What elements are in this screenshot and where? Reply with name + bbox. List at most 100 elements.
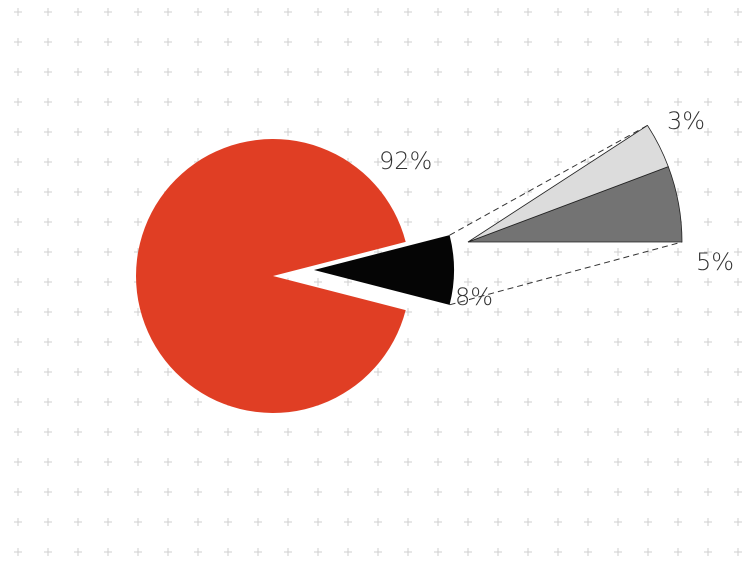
grid-plus	[134, 368, 142, 376]
grid-plus	[434, 308, 442, 316]
grid-plus	[44, 398, 52, 406]
grid-plus	[614, 488, 622, 496]
grid-plus	[584, 398, 592, 406]
grid-plus	[344, 278, 352, 286]
grid-plus	[104, 338, 112, 346]
grid-plus	[164, 128, 172, 136]
grid-plus	[44, 338, 52, 346]
grid-plus	[494, 248, 502, 256]
grid-plus	[284, 428, 292, 436]
grid-plus	[284, 488, 292, 496]
grid-plus	[614, 428, 622, 436]
grid-plus	[374, 128, 382, 136]
grid-plus	[314, 548, 322, 556]
grid-plus	[434, 488, 442, 496]
grid-plus	[494, 98, 502, 106]
grid-plus	[134, 128, 142, 136]
grid-plus	[554, 308, 562, 316]
grid-plus	[674, 338, 682, 346]
grid-plus	[134, 68, 142, 76]
grid-plus	[104, 278, 112, 286]
grid-plus	[584, 488, 592, 496]
grid-plus	[314, 68, 322, 76]
grid-plus	[644, 428, 652, 436]
grid-plus	[344, 548, 352, 556]
grid-plus	[734, 218, 742, 226]
grid-plus	[14, 368, 22, 376]
grid-plus	[464, 518, 472, 526]
grid-plus	[224, 488, 232, 496]
grid-plus	[404, 158, 412, 166]
grid-plus	[164, 68, 172, 76]
grid-plus	[674, 68, 682, 76]
grid-plus	[164, 428, 172, 436]
grid-plus	[494, 278, 502, 286]
grid-plus	[224, 8, 232, 16]
grid-plus	[494, 188, 502, 196]
grid-plus	[434, 98, 442, 106]
grid-plus	[44, 188, 52, 196]
grid-plus	[134, 398, 142, 406]
grid-plus	[434, 458, 442, 466]
grid-plus	[134, 218, 142, 226]
grid-plus	[44, 488, 52, 496]
grid-plus	[74, 158, 82, 166]
grid-plus	[554, 158, 562, 166]
grid-plus	[404, 188, 412, 196]
grid-plus	[704, 218, 712, 226]
grid-plus	[524, 398, 532, 406]
label-sub-3: 3%	[667, 107, 705, 135]
grid-plus	[74, 308, 82, 316]
grid-plus	[614, 398, 622, 406]
grid-plus	[74, 518, 82, 526]
grid-plus	[434, 548, 442, 556]
grid-plus	[404, 368, 412, 376]
grid-plus	[554, 518, 562, 526]
grid-plus	[374, 398, 382, 406]
grid-plus	[494, 338, 502, 346]
grid-plus	[614, 308, 622, 316]
grid-plus	[194, 428, 202, 436]
grid-plus	[494, 68, 502, 76]
grid-plus	[164, 158, 172, 166]
grid-plus	[14, 188, 22, 196]
grid-plus	[704, 98, 712, 106]
grid-plus	[434, 368, 442, 376]
grid-plus	[404, 338, 412, 346]
grid-plus	[494, 458, 502, 466]
grid-plus	[104, 68, 112, 76]
grid-plus	[314, 458, 322, 466]
grid-plus	[194, 548, 202, 556]
grid-plus	[74, 38, 82, 46]
grid-plus	[164, 488, 172, 496]
grid-plus	[14, 548, 22, 556]
grid-plus	[704, 188, 712, 196]
grid-plus	[14, 398, 22, 406]
grid-plus	[464, 98, 472, 106]
grid-plus	[704, 398, 712, 406]
grid-plus	[464, 488, 472, 496]
grid-plus	[44, 98, 52, 106]
grid-plus	[524, 458, 532, 466]
grid-plus	[374, 488, 382, 496]
grid-plus	[644, 548, 652, 556]
grid-plus	[374, 458, 382, 466]
label-main-8: 8%	[455, 283, 493, 311]
grid-plus	[734, 158, 742, 166]
grid-plus	[134, 8, 142, 16]
grid-plus	[44, 218, 52, 226]
grid-plus	[194, 458, 202, 466]
grid-plus	[674, 368, 682, 376]
grid-plus	[734, 8, 742, 16]
grid-plus	[614, 338, 622, 346]
grid-plus	[464, 278, 472, 286]
grid-plus	[644, 338, 652, 346]
grid-plus	[674, 8, 682, 16]
grid-plus	[254, 488, 262, 496]
grid-plus	[254, 128, 262, 136]
grid-plus	[494, 308, 502, 316]
grid-plus	[104, 398, 112, 406]
grid-plus	[524, 68, 532, 76]
grid-plus	[44, 278, 52, 286]
grid-plus	[464, 8, 472, 16]
